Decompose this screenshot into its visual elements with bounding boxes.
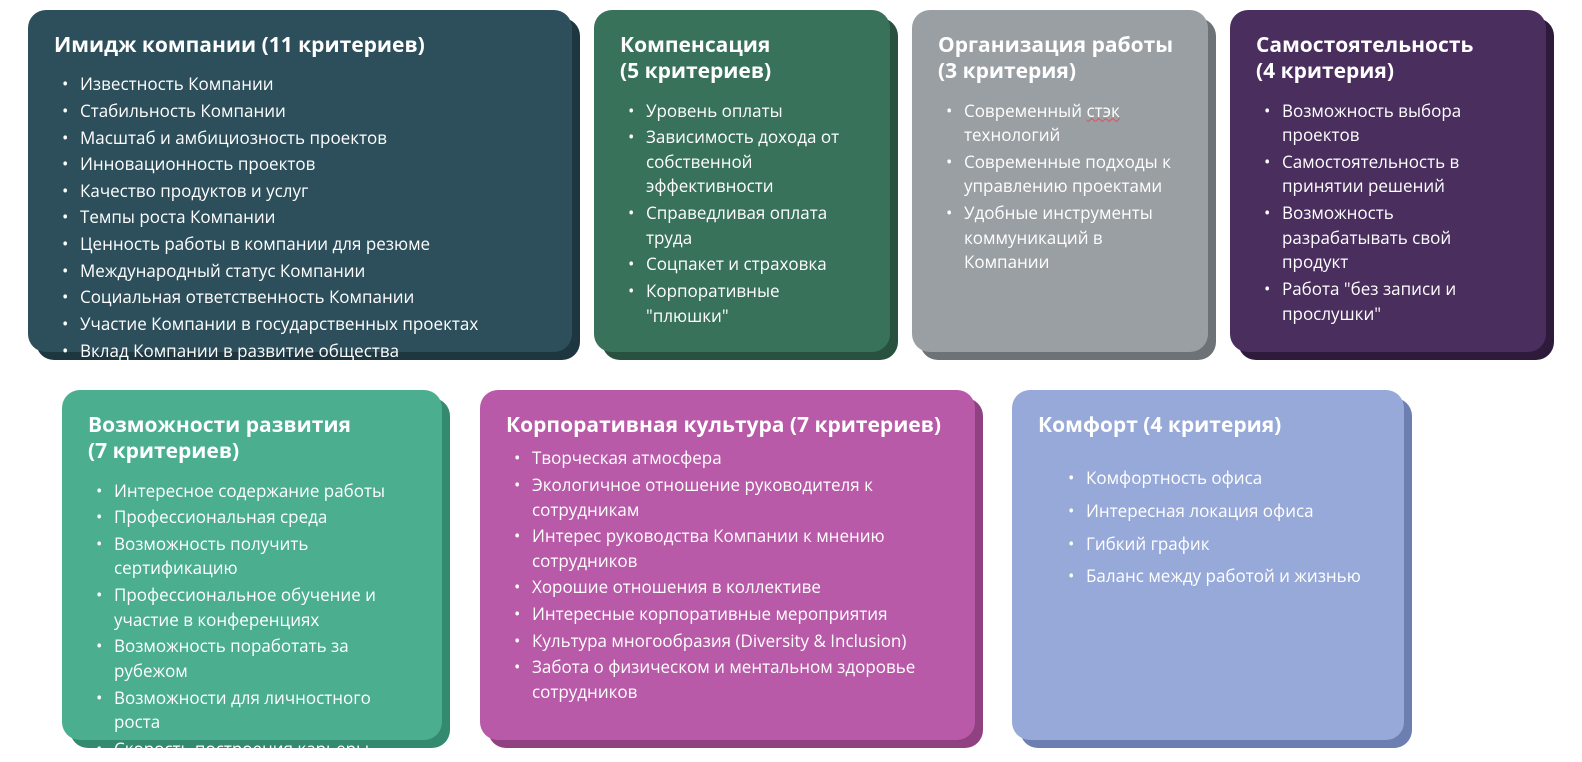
card-image-title: Имидж компании (11 критериев) <box>54 32 546 58</box>
list-item: Баланс между работой и жизнью <box>1068 564 1378 589</box>
title-line: Возможности развития <box>88 411 351 439</box>
title-line: (5 критериев) <box>620 57 771 85</box>
card-culture: Корпоративная культура (7 критериев) Тво… <box>480 390 975 740</box>
list-item: Скорость построения карьеры <box>96 737 416 762</box>
list-item: Самостоятельность в принятии решений <box>1264 150 1520 199</box>
list-item: Профессиональное обучение и участие в ко… <box>96 583 416 632</box>
list-item: Удобные инструменты коммуникаций в Компа… <box>946 201 1182 275</box>
card-autonomy: Самостоятельность (4 критерия) Возможнос… <box>1230 10 1546 352</box>
list-item: Культура многообразия (Diversity & Inclu… <box>514 629 949 654</box>
list-item: Творческая атмосфера <box>514 446 949 471</box>
title-line: (3 критерия) <box>938 57 1076 85</box>
title-line: (7 критериев) <box>88 437 239 465</box>
list-item: Возможность выбора проектов <box>1264 99 1520 148</box>
card-comfort: Комфорт (4 критерия) Комфортность офиса … <box>1012 390 1404 740</box>
list-item: Корпоративные "плюшки" <box>628 279 864 328</box>
list-item: Интересная локация офиса <box>1068 499 1378 524</box>
card-culture-list: Творческая атмосфера Экологичное отношен… <box>506 446 949 704</box>
list-item: Стабильность Компании <box>62 99 546 124</box>
list-item: Известность Компании <box>62 72 546 97</box>
text-span: технологий <box>964 123 1060 146</box>
text-span: Современный <box>964 99 1086 122</box>
list-item: Интерес руководства Компании к мнению со… <box>514 524 949 573</box>
spellcheck-underline: стэк <box>1086 99 1119 122</box>
list-item: Вклад Компании в развитие общества <box>62 339 546 364</box>
list-item: Интересные корпоративные мероприятия <box>514 602 949 627</box>
list-item: Зависимость дохода от собственной эффект… <box>628 125 864 199</box>
card-autonomy-list: Возможность выбора проектов Самостоятель… <box>1256 99 1520 327</box>
list-item: Возможность получить сертификацию <box>96 532 416 581</box>
list-item: Возможности для личностного роста <box>96 686 416 735</box>
list-item: Интересное содержание работы <box>96 479 416 504</box>
list-item: Темпы роста Компании <box>62 205 546 230</box>
list-item: Инновационность проектов <box>62 152 546 177</box>
card-organization-title: Организация работы (3 критерия) <box>938 32 1182 85</box>
card-autonomy-title: Самостоятельность (4 критерия) <box>1256 32 1520 85</box>
title-line: Самостоятельность <box>1256 31 1473 59</box>
list-item: Уровень оплаты <box>628 99 864 124</box>
list-item: Масштаб и амбициозность проектов <box>62 126 546 151</box>
list-item: Забота о физическом и ментальном здоровь… <box>514 655 949 704</box>
title-line: Организация работы <box>938 31 1173 59</box>
list-item: Гибкий график <box>1068 532 1378 557</box>
title-line: Компенсация <box>620 31 770 59</box>
card-image-list: Известность Компании Стабильность Компан… <box>54 72 546 363</box>
card-compensation-list: Уровень оплаты Зависимость дохода от соб… <box>620 99 864 329</box>
list-item: Международный статус Компании <box>62 259 546 284</box>
list-item: Экологичное отношение руководителя к сот… <box>514 473 949 522</box>
card-organization: Организация работы (3 критерия) Современ… <box>912 10 1208 352</box>
card-organization-list: Современный стэк технологий Современные … <box>938 99 1182 275</box>
card-compensation: Компенсация (5 критериев) Уровень оплаты… <box>594 10 890 352</box>
list-item: Возможность разрабатывать свой продукт <box>1264 201 1520 275</box>
list-item: Ценность работы в компании для резюме <box>62 232 546 257</box>
card-culture-title: Корпоративная культура (7 критериев) <box>506 412 949 438</box>
list-item: Социальная ответственность Компании <box>62 285 546 310</box>
list-item: Справедливая оплата труда <box>628 201 864 250</box>
list-item: Возможность поработать за рубежом <box>96 634 416 683</box>
card-comfort-list: Комфортность офиса Интересная локация оф… <box>1038 466 1378 589</box>
list-item: Профессиональная среда <box>96 505 416 530</box>
list-item: Современные подходы к управлению проекта… <box>946 150 1182 199</box>
card-comfort-title: Комфорт (4 критерия) <box>1038 412 1378 438</box>
card-development: Возможности развития (7 критериев) Интер… <box>62 390 442 740</box>
title-line: (4 критерия) <box>1256 57 1394 85</box>
card-development-title: Возможности развития (7 критериев) <box>88 412 416 465</box>
list-item: Соцпакет и страховка <box>628 252 864 277</box>
list-item: Качество продуктов и услуг <box>62 179 546 204</box>
list-item: Участие Компании в государственных проек… <box>62 312 546 337</box>
card-development-list: Интересное содержание работы Профессиона… <box>88 479 416 762</box>
card-image: Имидж компании (11 критериев) Известност… <box>28 10 572 352</box>
list-item: Современный стэк технологий <box>946 99 1182 148</box>
list-item: Комфортность офиса <box>1068 466 1378 491</box>
list-item: Хорошие отношения в коллективе <box>514 575 949 600</box>
list-item: Работа "без записи и прослушки" <box>1264 277 1520 326</box>
card-compensation-title: Компенсация (5 критериев) <box>620 32 864 85</box>
